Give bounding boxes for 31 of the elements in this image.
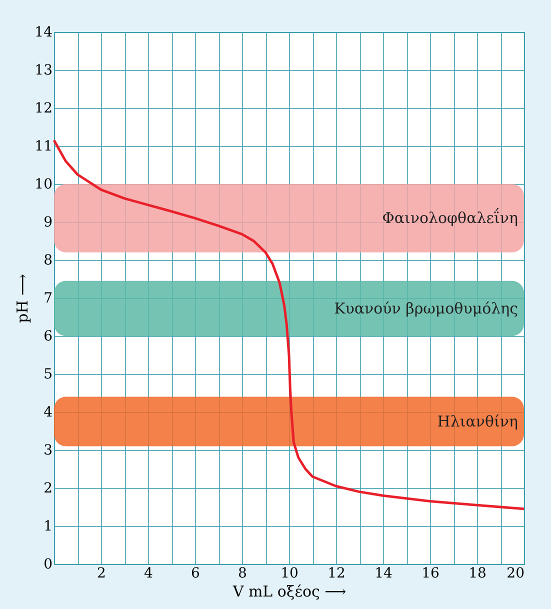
- y-tick-label: 3: [44, 442, 52, 458]
- band-label: Φαινολοφθαλεΐνη: [382, 208, 518, 228]
- y-tick-label: 7: [44, 290, 52, 306]
- y-tick-label: 5: [44, 366, 52, 382]
- y-tick-label: 1: [44, 518, 52, 534]
- y-tick-label: 2: [44, 480, 52, 496]
- y-tick-label: 11: [34, 138, 52, 154]
- x-tick-label: 8: [238, 566, 247, 582]
- x-tick-label: 18: [468, 566, 486, 582]
- y-tick-label: 6: [44, 328, 53, 344]
- y-tick-label: 0: [44, 556, 52, 572]
- x-tick-label: 14: [374, 566, 392, 582]
- x-tick-label: 12: [328, 566, 346, 582]
- y-tick-label: 8: [44, 252, 52, 268]
- y-tick-label: 14: [34, 24, 53, 40]
- x-tick-label: 10: [280, 566, 298, 582]
- x-tick-label: 16: [422, 566, 440, 582]
- y-tick-label: 13: [34, 62, 52, 78]
- x-tick-label: 4: [144, 566, 154, 582]
- x-tick-label: 20: [506, 566, 524, 582]
- y-tick-label: 4: [44, 404, 53, 420]
- band-label: Κυανούν βρωμοθυμόλης: [334, 299, 518, 318]
- x-tick-label: 2: [97, 566, 106, 582]
- x-tick-label: 6: [191, 566, 200, 582]
- line-series: [52, 139, 526, 510]
- y-axis-title: pH ⟶: [14, 274, 32, 323]
- y-tick-label: 10: [34, 176, 52, 192]
- y-tick-label: 9: [44, 214, 52, 230]
- x-axis-title: V mL οξέος ⟶: [232, 582, 346, 600]
- band-label: Ηλιανθίνη: [437, 412, 518, 430]
- y-tick-label: 12: [34, 100, 52, 116]
